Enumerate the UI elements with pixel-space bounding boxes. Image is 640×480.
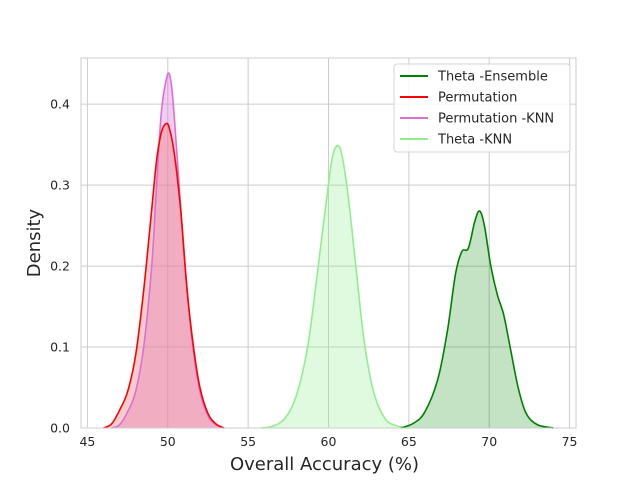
area-permutation-knn xyxy=(111,73,225,429)
legend-label-theta-ensemble: Theta -Ensemble xyxy=(437,70,548,85)
line-theta-knn xyxy=(260,144,410,429)
x-tick-label: 65 xyxy=(401,434,417,449)
line-permutation xyxy=(103,122,225,429)
x-tick-label: 50 xyxy=(160,434,176,449)
area-theta-knn xyxy=(261,145,409,428)
legend-label-theta-knn: Theta -KNN xyxy=(437,133,512,148)
x-tick-label: 70 xyxy=(481,434,497,449)
x-tick-label: 60 xyxy=(321,434,337,449)
y-tick-label: 0.1 xyxy=(50,340,70,355)
y-tick-label: 0.0 xyxy=(50,421,70,436)
line-theta-ensemble xyxy=(400,210,554,429)
legend: Theta -Ensemble Permutation Permutation -K… xyxy=(393,63,571,153)
legend-box xyxy=(393,63,571,153)
area-theta-ensemble xyxy=(400,210,554,428)
legend-label-permutation: Permutation xyxy=(438,91,517,106)
x-tick-label: 45 xyxy=(79,434,95,449)
y-tick-label: 0.4 xyxy=(50,97,70,112)
density-lines xyxy=(103,72,554,429)
legend-label-permutation-knn: Permutation -KNN xyxy=(438,112,554,127)
x-axis-title: Overall Accuracy (%) xyxy=(230,454,419,475)
line-permutation-knn xyxy=(111,72,225,429)
x-tick-label: 55 xyxy=(240,434,256,449)
y-tick-label: 0.3 xyxy=(50,178,70,193)
y-tick-labels: 0.0 0.1 0.2 0.3 0.4 xyxy=(50,97,70,436)
plot-frame xyxy=(80,57,577,429)
x-tick-labels: 45 50 55 60 65 70 75 xyxy=(79,434,577,449)
x-tick-label: 75 xyxy=(562,434,578,449)
y-axis-title: Density xyxy=(24,208,45,277)
y-tick-label: 0.2 xyxy=(50,259,70,274)
